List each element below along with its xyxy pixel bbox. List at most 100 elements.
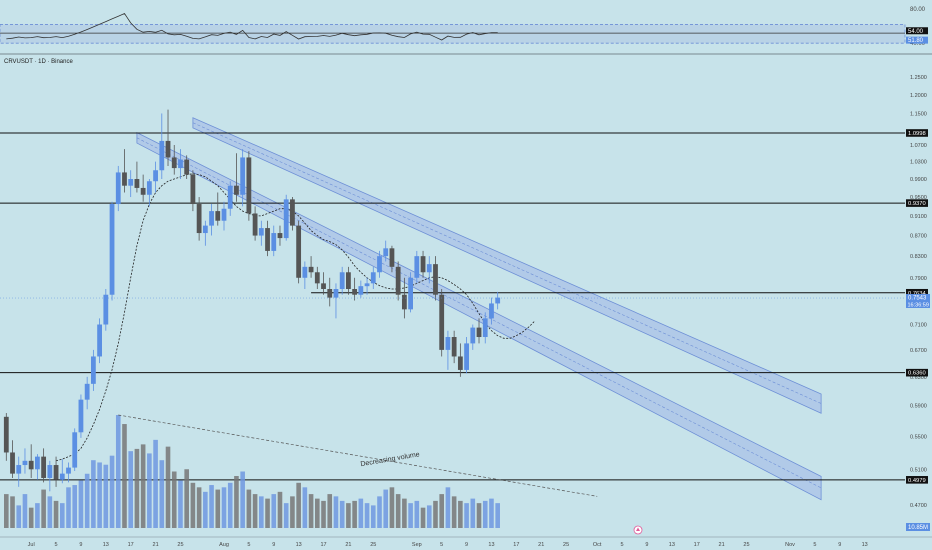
price-tick-label: 0.6300	[910, 375, 927, 381]
candle-body	[171, 157, 177, 169]
volume-tag-box	[906, 523, 930, 531]
time-tick-label: 9	[645, 542, 648, 548]
volume-bar	[265, 498, 270, 528]
level-tag-label: 0.7634	[908, 291, 927, 297]
candle-body	[314, 272, 320, 284]
candle-body	[252, 213, 258, 236]
price-tick-label: 0.4700	[910, 503, 927, 509]
candle-body	[420, 256, 426, 273]
volume-bar	[35, 503, 40, 528]
candle-body	[16, 465, 22, 474]
price-tick-label: 1.0700	[910, 143, 927, 149]
price-tick-label: 0.5500	[910, 434, 927, 440]
time-tick-label: Jul	[28, 542, 35, 548]
candle-body	[439, 294, 445, 350]
candle-body	[433, 264, 438, 295]
candle-body	[178, 159, 183, 169]
volume-bar	[352, 500, 357, 528]
alert-icon[interactable]	[633, 525, 643, 535]
time-tick-label: 5	[55, 542, 58, 548]
time-tick-label: 9	[838, 542, 841, 548]
price-tick-label: 0.7100	[910, 323, 927, 329]
volume-bar	[165, 446, 171, 528]
candle-body	[339, 272, 345, 290]
candle-body	[165, 140, 171, 158]
volume-bar	[377, 496, 382, 528]
candle-body	[457, 356, 463, 370]
volume-bar	[134, 448, 140, 528]
candle-body	[240, 157, 246, 195]
volume-bar	[4, 494, 9, 528]
price-tick-label: 0.6700	[910, 348, 927, 354]
time-axis[interactable]: Jul 5 9 13 17 21 25 Aug 5 9 13 17 21 25 Sep 5 9 13 17 21 25 O…	[28, 542, 868, 548]
volume-bar	[458, 500, 463, 528]
candle-body	[383, 248, 389, 257]
candle-body	[445, 337, 451, 350]
moving-average	[55, 173, 536, 462]
time-tick-label: 21	[538, 542, 544, 548]
candle-body	[35, 456, 40, 470]
candle-body	[134, 179, 140, 188]
volume-bar	[476, 503, 482, 528]
price-tick-label: 0.8300	[910, 254, 927, 260]
candle-body	[184, 159, 190, 175]
time-tick-label: 13	[296, 542, 302, 548]
level-tag	[906, 129, 928, 137]
candle-body	[153, 170, 158, 182]
rsi-scale-label: 40.00	[910, 41, 926, 47]
volume-bar	[153, 439, 158, 528]
candle-body	[190, 174, 196, 205]
rsi-upper-tag	[906, 27, 928, 35]
time-tick-label: 25	[177, 542, 183, 548]
time-tick-label: 13	[862, 542, 868, 548]
volume-bar	[47, 496, 53, 528]
candle-body	[389, 248, 395, 267]
time-tick-label: 5	[440, 542, 443, 548]
time-tick-label: Aug	[219, 542, 229, 548]
candle-body	[495, 297, 501, 304]
price-tick-label: 1.2000	[910, 93, 927, 99]
level-tag	[906, 288, 928, 297]
candle-body	[246, 157, 252, 214]
volume-bar	[283, 503, 289, 528]
candle-body	[78, 399, 84, 433]
candle-body	[451, 337, 457, 357]
time-tick-label: 25	[563, 542, 569, 548]
candle-body	[146, 181, 152, 195]
level-tag	[906, 368, 928, 377]
level-tag-label: 0.6360	[908, 371, 926, 377]
candle-body	[209, 211, 214, 226]
volume-bar	[420, 507, 426, 528]
candle-body	[321, 283, 326, 290]
candle-body	[90, 356, 96, 384]
price-tick-label: 0.9500	[910, 195, 927, 201]
volume-bar	[66, 487, 71, 528]
candle-body	[470, 327, 476, 344]
time-tick-label: 17	[513, 542, 519, 548]
volume-bar	[290, 496, 295, 528]
candle-body	[140, 187, 146, 195]
volume-bar	[402, 498, 407, 528]
price-tags: 1.0998 0.9370 0.7634 0.6360 0.4979	[0, 129, 928, 484]
volume-bar	[122, 424, 127, 528]
candle-body	[408, 277, 413, 310]
volume-bar	[408, 503, 413, 528]
descending-channel[interactable]	[136, 117, 822, 501]
candle-body	[115, 172, 121, 205]
candle-body	[271, 233, 277, 251]
volume-bar	[489, 498, 494, 528]
candle-body	[215, 211, 221, 221]
candle-body	[401, 294, 407, 310]
volume-bar	[445, 487, 451, 528]
volume-bar	[109, 455, 115, 528]
volume-bar	[72, 485, 78, 528]
candle-body	[265, 228, 270, 251]
candle-body	[414, 256, 420, 278]
volume-bar	[370, 505, 376, 528]
volume-bar	[196, 487, 202, 528]
rsi-lower-label: 51.80	[908, 38, 924, 44]
candle-body	[122, 172, 127, 186]
candle-body	[72, 432, 78, 468]
level-tag-label: 0.9370	[908, 201, 926, 207]
